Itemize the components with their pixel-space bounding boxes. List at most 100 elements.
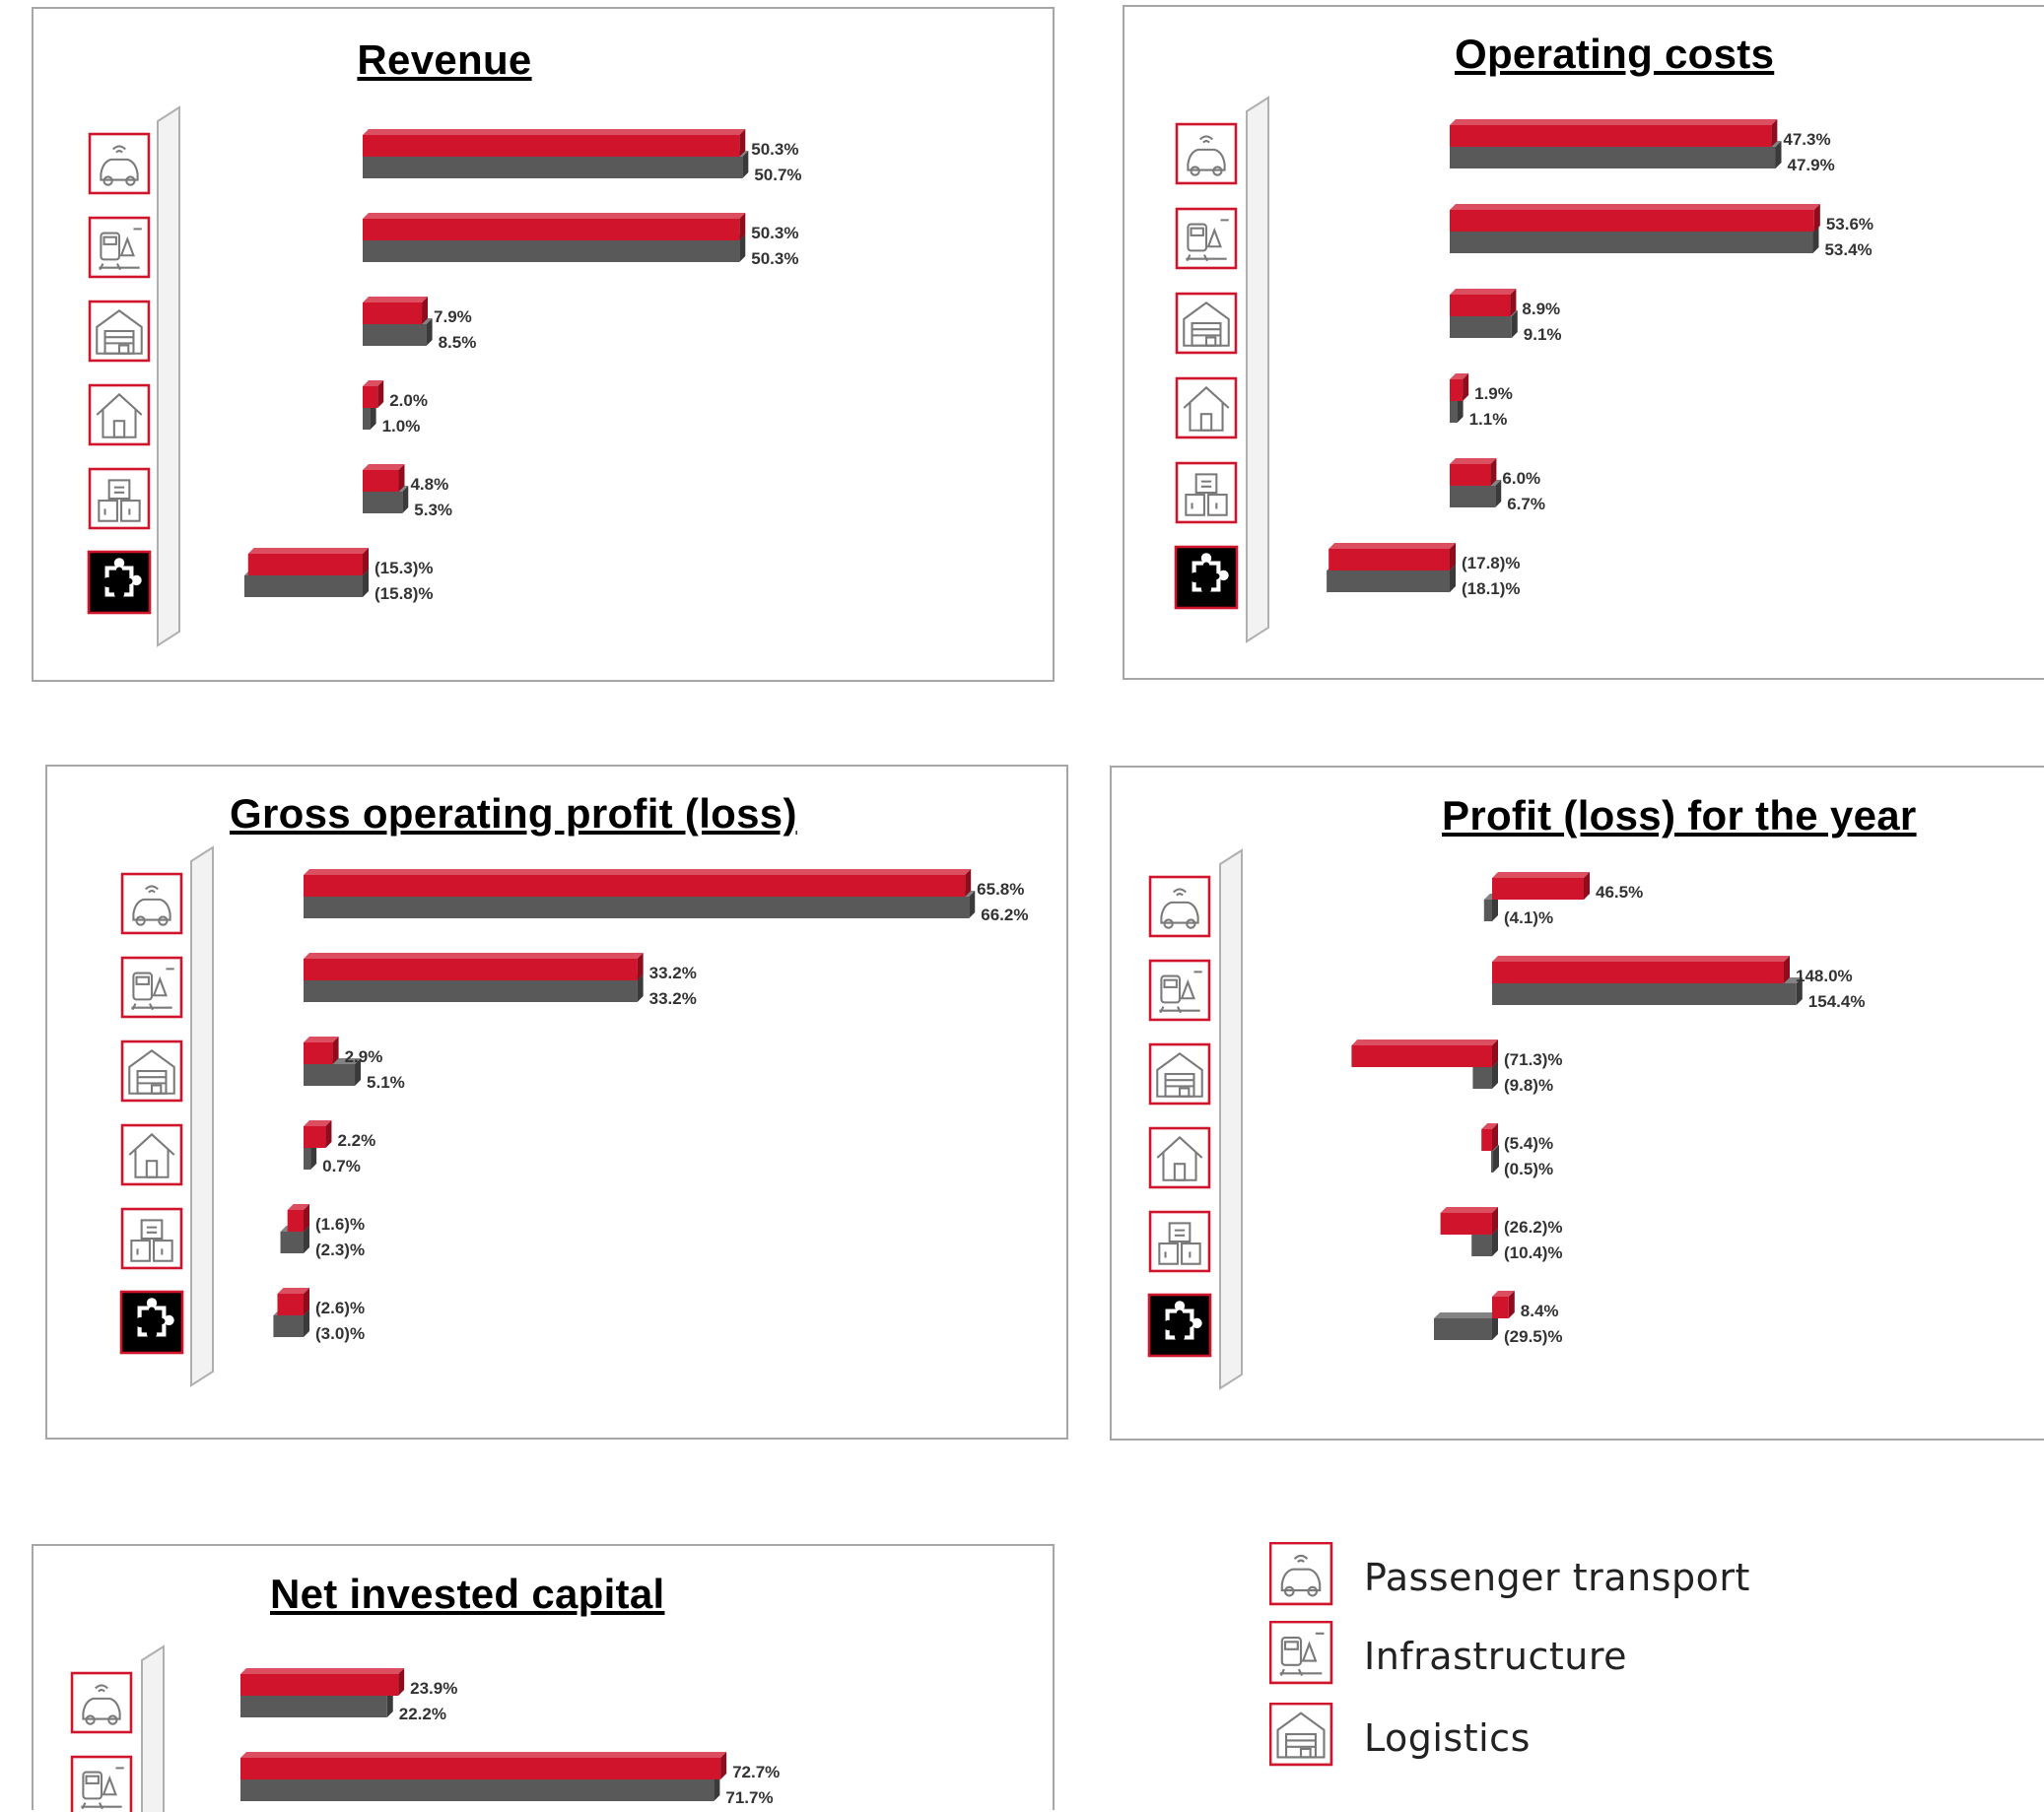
profit-for-the-year-chart-panel: Profit (loss) for the year 46.5% (4.1)% 14… <box>1110 766 2044 1441</box>
infrastructure-train-icon <box>120 956 183 1019</box>
infrastructure-train-icon <box>1175 207 1238 270</box>
data-label-previous-3: (0.5)% <box>1504 1160 1553 1178</box>
data-label-current-0: 23.9% <box>410 1679 457 1698</box>
data-label-previous-5: (3.0)% <box>315 1324 365 1343</box>
data-label-previous-1: 71.7% <box>725 1788 773 1807</box>
bar-current-1 <box>363 213 746 240</box>
bar-current-2 <box>1351 1040 1498 1067</box>
data-label-current-0: 65.8% <box>977 880 1024 899</box>
bar-previous-5 <box>1434 1312 1498 1340</box>
data-label-current-4: 4.8% <box>410 475 448 494</box>
data-label-current-3: 2.0% <box>389 391 428 410</box>
infrastructure-train-icon <box>1148 959 1211 1022</box>
data-label-current-1: 72.7% <box>732 1763 780 1781</box>
other-services-buildings-icon <box>88 467 151 530</box>
net-invested-capital-chart-panel: Net invested capital 23.9% 22.2% 72.7% 71.7… <box>32 1544 1055 1812</box>
infrastructure-train-icon <box>1269 1621 1333 1685</box>
logistics-warehouse-icon <box>1269 1703 1333 1767</box>
revenue-chart-title: Revenue <box>357 36 532 83</box>
data-label-previous-4: 5.3% <box>414 501 452 519</box>
data-label-current-0: 50.3% <box>751 140 798 159</box>
profit-for-the-year-chart: 46.5% (4.1)% 148.0% 154.4% (71.3)% (9.8)% (5.4… <box>1147 848 1866 1390</box>
data-label-current-4: (1.6)% <box>315 1215 365 1234</box>
data-label-current-3: 1.9% <box>1474 384 1513 403</box>
puzzle-piece-icon <box>1174 545 1239 610</box>
data-label-previous-5: (29.5)% <box>1504 1327 1563 1346</box>
legend-item-infrastructure: Infrastructure <box>1269 1621 1959 1690</box>
data-label-previous-5: (15.8)% <box>375 584 434 603</box>
data-label-previous-4: (2.3)% <box>315 1241 365 1259</box>
passenger-car-icon <box>1269 1542 1333 1606</box>
chart-wall <box>157 105 180 647</box>
data-label-previous-3: 1.1% <box>1469 410 1508 429</box>
data-label-current-2: 7.9% <box>434 307 472 326</box>
puzzle-piece-icon <box>1147 1293 1212 1358</box>
legend-label: Passenger transport <box>1364 1556 1750 1599</box>
data-label-previous-2: 9.1% <box>1524 325 1562 344</box>
data-label-current-5: (17.8)% <box>1462 554 1521 572</box>
data-label-previous-0: 47.9% <box>1788 156 1835 174</box>
passenger-car-icon <box>88 132 151 195</box>
chart-wall <box>190 845 214 1387</box>
revenue-chart-panel: Revenue 50.3% 50.7% 50.3% 50.3% 7.9% 8.5% 2.0%… <box>32 7 1055 682</box>
real-estate-house-icon <box>1175 376 1238 439</box>
data-label-current-5: (2.6)% <box>315 1299 365 1317</box>
bar-current-0 <box>1450 119 1778 147</box>
data-label-current-1: 33.2% <box>649 964 697 982</box>
chart-wall <box>1246 96 1269 643</box>
revenue-chart: 50.3% 50.7% 50.3% 50.3% 7.9% 8.5% 2.0% 1.0% 4.8%… <box>87 105 802 647</box>
bar-current-1 <box>1492 956 1790 983</box>
data-label-previous-2: 5.1% <box>367 1073 405 1092</box>
data-label-previous-4: (10.4)% <box>1504 1243 1563 1262</box>
real-estate-house-icon <box>88 383 151 446</box>
bar-current-3 <box>363 380 384 408</box>
bar-current-0 <box>240 1668 405 1696</box>
bar-current-2 <box>304 1037 339 1064</box>
data-label-current-2: (71.3)% <box>1504 1050 1563 1069</box>
data-label-current-2: 8.9% <box>1522 300 1560 318</box>
data-label-current-4: 6.0% <box>1502 469 1540 488</box>
logistics-warehouse-icon <box>120 1040 183 1103</box>
data-label-current-1: 53.6% <box>1826 215 1874 234</box>
bar-current-5 <box>277 1288 309 1315</box>
data-label-previous-0: 66.2% <box>981 906 1028 924</box>
passenger-car-icon <box>1148 875 1211 938</box>
bar-current-1 <box>1450 204 1820 232</box>
data-label-current-0: 47.3% <box>1783 130 1830 149</box>
gross-operating-profit-chart-title: Gross operating profit (loss) <box>230 790 797 837</box>
passenger-car-icon <box>70 1671 133 1734</box>
profit-for-the-year-chart-title: Profit (loss) for the year <box>1442 792 1917 839</box>
real-estate-house-icon <box>1148 1126 1211 1189</box>
data-label-current-5: 8.4% <box>1521 1302 1559 1320</box>
data-label-current-1: 148.0% <box>1796 967 1853 985</box>
data-label-previous-5: (18.1)% <box>1462 579 1521 598</box>
gross-operating-profit-chart-panel: Gross operating profit (loss) 65.8% 66.2%… <box>45 765 1068 1440</box>
infrastructure-train-icon <box>88 216 151 279</box>
bar-current-5 <box>1329 543 1456 570</box>
data-label-current-3: 2.2% <box>337 1131 375 1150</box>
bar-current-5 <box>247 548 369 575</box>
data-label-current-1: 50.3% <box>751 224 798 242</box>
data-label-previous-1: 154.4% <box>1808 992 1866 1011</box>
net-invested-capital-chart: 23.9% 22.2% 72.7% 71.7% <box>70 1644 780 1812</box>
bar-current-1 <box>304 953 644 980</box>
legend-item-passenger-transport: Passenger transport <box>1269 1542 1959 1611</box>
data-label-previous-4: 6.7% <box>1507 495 1545 513</box>
data-label-current-3: (5.4)% <box>1504 1134 1553 1153</box>
operating-costs-chart-panel: Operating costs 47.3% 47.9% 53.6% 53.4% 8.9%… <box>1123 5 2044 680</box>
operating-costs-chart-title: Operating costs <box>1455 31 1775 77</box>
data-label-previous-1: 33.2% <box>649 989 697 1008</box>
other-services-buildings-icon <box>1175 461 1238 524</box>
data-label-previous-0: (4.1)% <box>1504 908 1553 927</box>
passenger-car-icon <box>120 872 183 935</box>
bar-current-1 <box>240 1752 727 1779</box>
bar-current-3 <box>1450 373 1469 401</box>
bar-current-4 <box>1450 458 1497 486</box>
logistics-warehouse-icon <box>1175 292 1238 355</box>
data-label-previous-2: 8.5% <box>439 333 477 352</box>
chart-wall <box>1219 848 1243 1390</box>
bar-current-4 <box>363 464 405 492</box>
legend-label: Infrastructure <box>1364 1635 1628 1678</box>
puzzle-piece-icon <box>87 550 152 615</box>
bar-current-0 <box>1492 872 1590 900</box>
